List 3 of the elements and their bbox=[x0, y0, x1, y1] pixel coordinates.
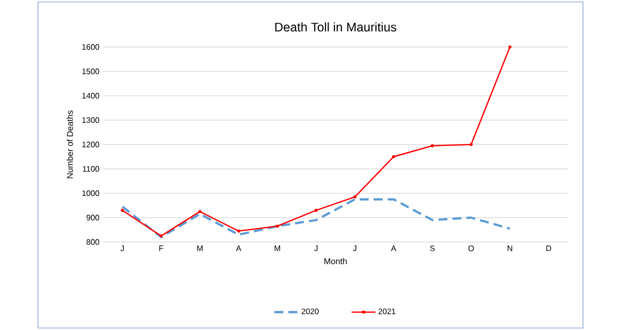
chart-title: Death Toll in Mauritius bbox=[275, 22, 396, 32]
x-axis-title: Month bbox=[324, 258, 347, 264]
y-axis-title: Number of Deaths bbox=[66, 110, 73, 178]
